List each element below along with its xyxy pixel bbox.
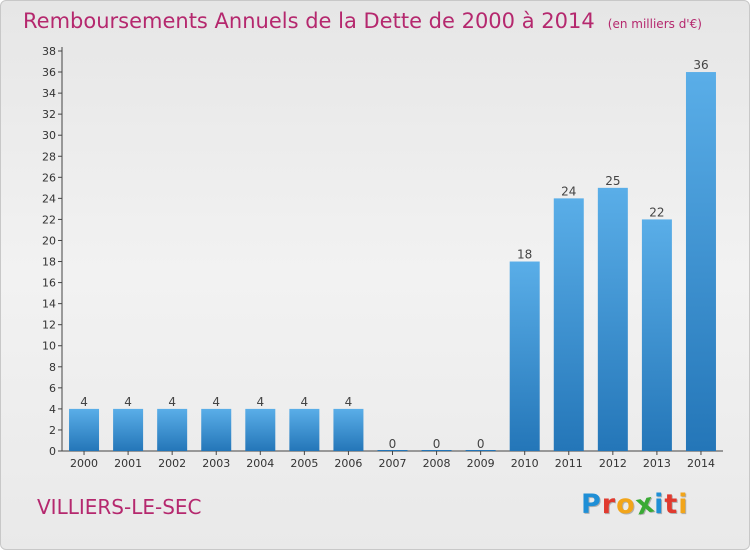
y-tick-label: 18 xyxy=(42,256,56,269)
brand-letter: i xyxy=(654,489,665,520)
bar xyxy=(465,450,496,451)
bar xyxy=(641,219,672,451)
x-tick-label: 2012 xyxy=(599,457,627,470)
bar-value-label: 0 xyxy=(477,437,485,451)
y-tick-label: 8 xyxy=(49,361,56,374)
bar xyxy=(245,408,276,451)
x-tick-label: 2001 xyxy=(114,457,142,470)
y-tick-label: 38 xyxy=(42,45,56,58)
y-tick-label: 36 xyxy=(42,66,56,79)
brand-letter: r xyxy=(601,489,617,520)
chart-subtitle: (en milliers d'€) xyxy=(607,17,702,31)
x-tick-label: 2011 xyxy=(555,457,583,470)
x-tick-label: 2004 xyxy=(246,457,274,470)
x-tick-label: 2002 xyxy=(158,457,186,470)
bar xyxy=(201,408,232,451)
y-tick-label: 14 xyxy=(42,298,56,311)
y-tick-label: 10 xyxy=(42,340,56,353)
bar-value-label: 0 xyxy=(389,437,397,451)
y-tick-label: 16 xyxy=(42,277,56,290)
chart-title-row: Remboursements Annuels de la Dette de 20… xyxy=(23,9,702,33)
bar xyxy=(113,408,144,451)
bar xyxy=(509,261,540,451)
bar-value-label: 4 xyxy=(345,395,353,409)
bar-value-label: 24 xyxy=(561,184,576,198)
x-tick-label: 2013 xyxy=(643,457,671,470)
y-tick-label: 32 xyxy=(42,108,56,121)
bar xyxy=(597,187,628,451)
x-tick-label: 2000 xyxy=(70,457,98,470)
bar xyxy=(69,408,100,451)
brand-letter: o xyxy=(616,489,636,520)
bar-value-label: 18 xyxy=(517,248,532,262)
labels-layer: 4 2000 4 2001 4 2002 4 2003 4 2004 4 2005 4 2006 0 2007… xyxy=(70,58,715,470)
bar-value-label: 4 xyxy=(212,395,220,409)
brand-letter: P xyxy=(581,489,602,520)
x-tick-label: 2007 xyxy=(379,457,407,470)
bar xyxy=(157,408,188,451)
y-tick-label: 30 xyxy=(42,129,56,142)
bar-value-label: 4 xyxy=(124,395,132,409)
y-tick-label: 2 xyxy=(49,424,56,437)
y-tick-label: 0 xyxy=(49,445,56,458)
chart-title: Remboursements Annuels de la Dette de 20… xyxy=(23,9,595,33)
bar xyxy=(377,450,408,451)
x-tick-label: 2005 xyxy=(290,457,318,470)
bars-layer xyxy=(69,72,716,451)
bar-value-label: 4 xyxy=(80,395,88,409)
x-tick-label: 2006 xyxy=(334,457,362,470)
x-tick-label: 2008 xyxy=(423,457,451,470)
bar-value-label: 4 xyxy=(301,395,309,409)
brand-letter: t xyxy=(664,489,679,520)
y-tick-label: 34 xyxy=(42,87,56,100)
y-tick-label: 20 xyxy=(42,234,56,247)
bar-value-label: 36 xyxy=(693,58,708,72)
y-tick-label: 4 xyxy=(49,403,56,416)
x-tick-label: 2010 xyxy=(511,457,539,470)
x-tick-label: 2014 xyxy=(687,457,715,470)
bar xyxy=(685,72,716,451)
bar xyxy=(553,198,584,451)
bar xyxy=(289,408,320,451)
x-tick-label: 2003 xyxy=(202,457,230,470)
y-tick-label: 24 xyxy=(42,192,56,205)
bar xyxy=(421,450,452,451)
bar-value-label: 4 xyxy=(168,395,176,409)
y-tick-label: 6 xyxy=(49,382,56,395)
y-tick-label: 26 xyxy=(42,171,56,184)
y-tick-label: 12 xyxy=(42,319,56,332)
bar xyxy=(333,408,364,451)
y-tick-label: 22 xyxy=(42,213,56,226)
bar-value-label: 22 xyxy=(649,205,664,219)
y-tick-label: 28 xyxy=(42,150,56,163)
bar-value-label: 4 xyxy=(256,395,264,409)
x-tick-label: 2009 xyxy=(467,457,495,470)
place-name: VILLIERS-LE-SEC xyxy=(37,495,202,519)
bar-value-label: 0 xyxy=(433,437,441,451)
bar-value-label: 25 xyxy=(605,174,620,188)
brand-letter: i xyxy=(678,489,689,520)
brand-logo: Proxiti xyxy=(581,487,689,521)
